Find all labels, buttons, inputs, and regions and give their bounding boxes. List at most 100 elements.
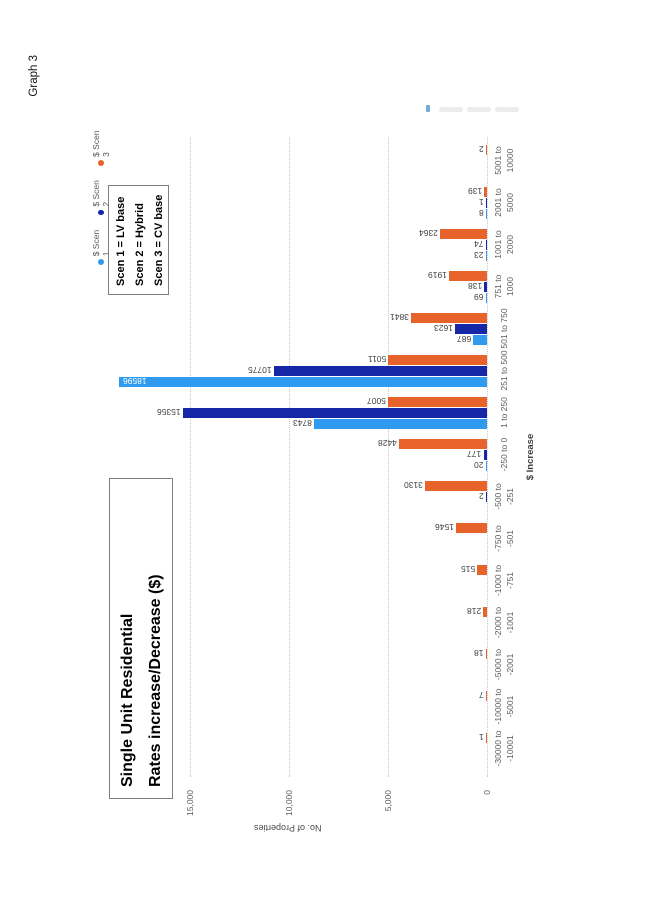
- bar-s1-c8: [485, 461, 487, 471]
- bar-value-label: 8743: [292, 418, 312, 429]
- legend-dot-icon: [98, 209, 104, 216]
- bar-s1-c13: [485, 251, 487, 261]
- bar-s3-c12: [449, 271, 487, 281]
- bar-value-label: 1: [478, 732, 484, 743]
- y-tick-label: 0: [482, 790, 492, 795]
- bar-value-label: 2: [478, 144, 484, 155]
- bar-value-label: 15356: [157, 407, 181, 418]
- chart-title-box: Single Unit Residential Rates increase/D…: [109, 478, 173, 799]
- bar-s3-c5: [476, 565, 487, 575]
- bar-value-label: 2: [478, 491, 484, 502]
- gridline: [190, 137, 191, 777]
- toolbar-dash-icon: [495, 107, 519, 112]
- category-label: 1001 to 2000: [493, 230, 515, 259]
- bar-value-label: 23: [474, 250, 484, 261]
- bar-s3-c13: [440, 229, 487, 239]
- bar-s1-c12: [485, 293, 487, 303]
- category-label: -10000 to -5001: [493, 688, 515, 725]
- bar-s2-c8: [483, 450, 487, 460]
- category-label: 251 to 500: [499, 350, 509, 391]
- category-label: -5000 to -2001: [493, 648, 515, 681]
- category-label: 2001 to 5000: [493, 188, 515, 217]
- bar-s2-c13: [485, 240, 487, 250]
- bar-s3-c15: [485, 145, 487, 155]
- category-label: 501 to 750: [499, 308, 509, 349]
- bar-value-label: 4428: [378, 438, 398, 449]
- bar-value-label: 8: [478, 208, 484, 219]
- bar-s3-c3: [485, 649, 487, 659]
- bar-s1-c14: [485, 209, 487, 219]
- bar-s2-c12: [484, 282, 487, 292]
- bar-s3-c1: [485, 733, 487, 743]
- category-label: 5001 to 10000: [493, 146, 515, 175]
- bar-s2-c9: [182, 408, 487, 418]
- bar-value-label: 2364: [419, 228, 439, 239]
- bar-value-label: 69: [474, 292, 484, 303]
- bar-s3-c4: [482, 607, 487, 617]
- bar-s3-c2: [485, 691, 487, 701]
- bar-value-label: 3841: [390, 312, 409, 323]
- scenario-key-line: Scen 1 = LV base: [115, 196, 127, 286]
- bar-value-label: 5011: [367, 354, 386, 365]
- bar-s3-c11: [410, 313, 487, 323]
- gridline: [388, 137, 389, 777]
- bar-s1-c9: [313, 419, 487, 429]
- category-label: -500 to -251: [493, 483, 515, 510]
- x-axis-title: $ Increase: [525, 433, 536, 481]
- category-label: -2000 to -1001: [493, 606, 515, 639]
- toolbar-dash-icon: [439, 107, 463, 112]
- bar-s2-c14: [485, 198, 487, 208]
- bar-s3-c10: [387, 355, 487, 365]
- y-axis-title: No. of Properties: [254, 823, 322, 833]
- category-label: -250 to 0: [499, 437, 509, 472]
- bar-value-label: 18: [474, 648, 484, 659]
- rotated-chart: 15,000 10,000 5,000 0 -30000 to -10001 -10000 …: [88, 125, 543, 835]
- bar-s1-c11: [473, 335, 487, 345]
- bar-value-label: 74: [474, 239, 484, 250]
- chart-title-line: Rates increase/Decrease ($): [147, 574, 164, 787]
- bar-value-label: 20: [474, 460, 484, 471]
- bar-s2-c11: [454, 324, 487, 334]
- bar-value-label: 18596: [122, 376, 147, 387]
- bar-value-label: 7: [478, 690, 484, 701]
- category-label: -750 to -501: [493, 525, 515, 552]
- scenario-key-box: Scen 1 = LV base Scen 2 = Hybrid Scen 3 …: [108, 185, 169, 295]
- bar-value-label: 218: [466, 606, 481, 617]
- bar-s3-c8: [399, 439, 487, 449]
- bar-s3-c14: [484, 187, 487, 197]
- scenario-key-line: Scen 3 = CV base: [153, 194, 165, 286]
- page-title: Graph 3: [28, 55, 40, 97]
- bar-value-label: 139: [468, 186, 483, 197]
- bar-value-label: 10775: [248, 365, 272, 376]
- bar-value-label: 5007: [366, 396, 386, 407]
- toolbar-dot-icon: [426, 105, 430, 112]
- legend-item: $ Scen 3: [91, 125, 111, 166]
- bar-value-label: 3130: [404, 480, 424, 491]
- legend-dot-icon: [98, 159, 104, 166]
- bar-s3-c9: [387, 397, 487, 407]
- gridline: [487, 137, 488, 777]
- bar-value-label: 1: [478, 197, 484, 208]
- gridline: [289, 137, 290, 777]
- bar-value-label: 177: [467, 449, 482, 460]
- category-label: 1 to 250: [499, 397, 509, 428]
- category-label: -1000 to -751: [493, 564, 515, 597]
- bar-s1-c10: [118, 377, 487, 387]
- category-label: 751 to 1000: [493, 274, 515, 299]
- y-tick-label: 5,000: [383, 790, 393, 812]
- y-tick-label: 15,000: [185, 790, 195, 816]
- bar-value-label: 1623: [433, 323, 453, 334]
- toolbar-dash-icon: [467, 107, 491, 112]
- bar-value-label: 1919: [428, 270, 448, 281]
- bar-s3-c6: [456, 523, 487, 533]
- bar-value-label: 687: [457, 334, 472, 345]
- category-label: -30000 to -10001: [493, 730, 515, 767]
- bar-value-label: 515: [460, 564, 475, 575]
- bar-s2-c10: [273, 366, 487, 376]
- chart-title-line: Single Unit Residential: [119, 613, 136, 787]
- mini-toolbar: [426, 103, 526, 113]
- bar-value-label: 1546: [435, 522, 455, 533]
- legend-dot-icon: [98, 259, 104, 265]
- bar-s2-c7: [485, 492, 487, 502]
